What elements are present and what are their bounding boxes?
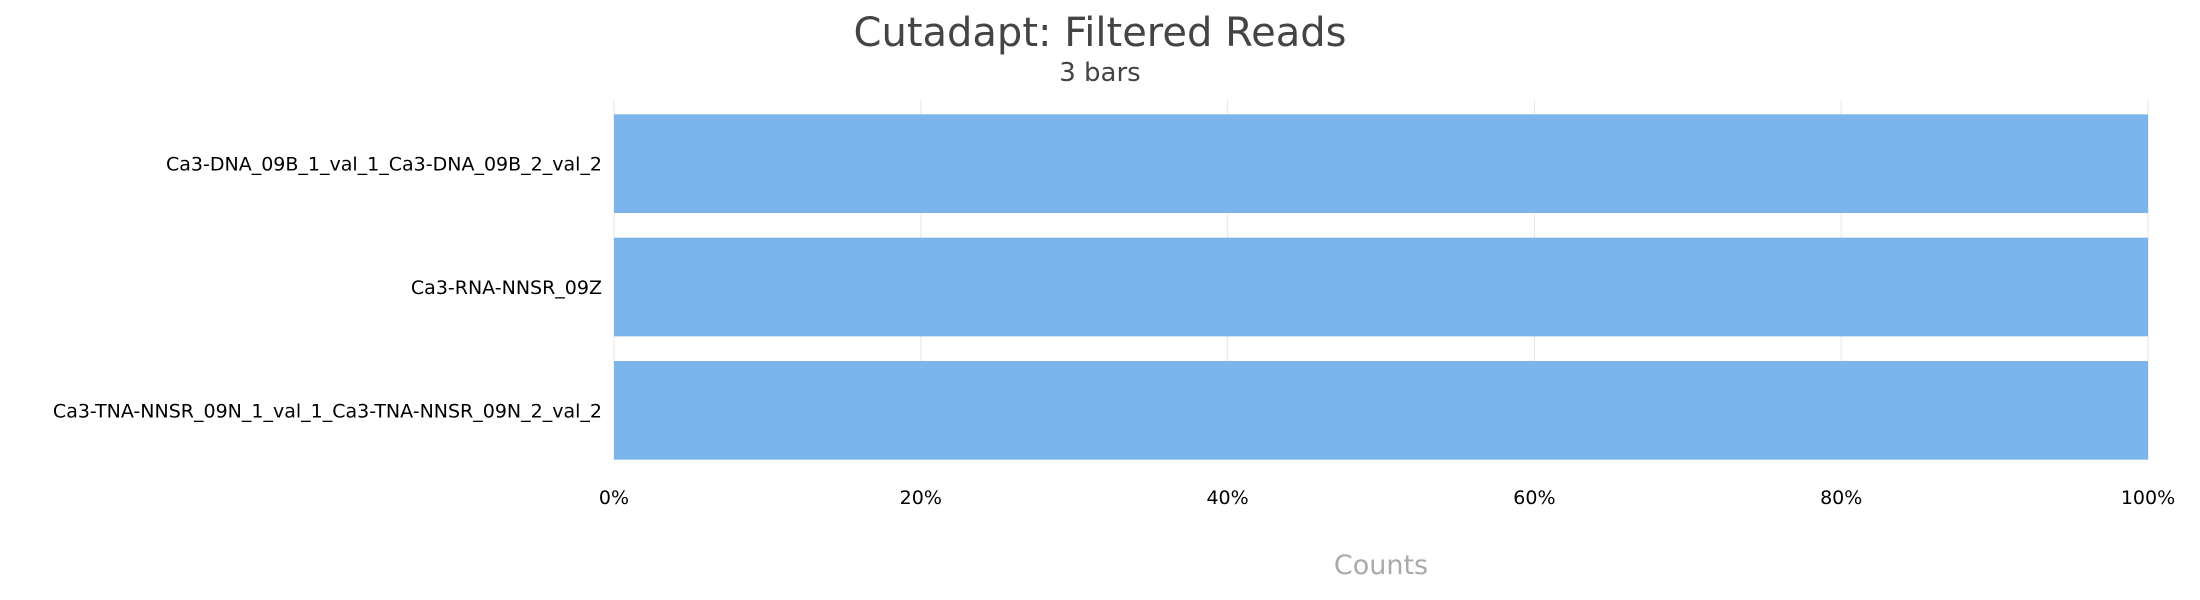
x-tick-labels: 0% 20% 40% 60% 80% 100%	[599, 487, 2175, 509]
x-tick-label: 100%	[2121, 487, 2175, 509]
bar[interactable]	[614, 361, 2148, 460]
x-axis-title: Counts	[1334, 550, 1428, 581]
x-tick-label: 0%	[599, 487, 629, 509]
category-label: Ca3-DNA_09B_1_val_1_Ca3-DNA_09B_2_val_2	[166, 154, 602, 176]
chart-title: Cutadapt: Filtered Reads	[853, 10, 1347, 56]
x-tick-label: 60%	[1513, 487, 1555, 509]
x-tick-label: 80%	[1820, 487, 1862, 509]
bars	[614, 114, 2148, 460]
category-labels: Ca3-DNA_09B_1_val_1_Ca3-DNA_09B_2_val_2 C…	[53, 154, 602, 423]
category-label: Ca3-RNA-NNSR_09Z	[411, 277, 602, 299]
bar[interactable]	[614, 114, 2148, 213]
x-tick-label: 40%	[1206, 487, 1248, 509]
chart-subtitle: 3 bars	[1059, 58, 1141, 88]
category-label: Ca3-TNA-NNSR_09N_1_val_1_Ca3-TNA-NNSR_09…	[53, 400, 602, 422]
bar[interactable]	[614, 237, 2148, 337]
x-tick-label: 20%	[900, 487, 942, 509]
